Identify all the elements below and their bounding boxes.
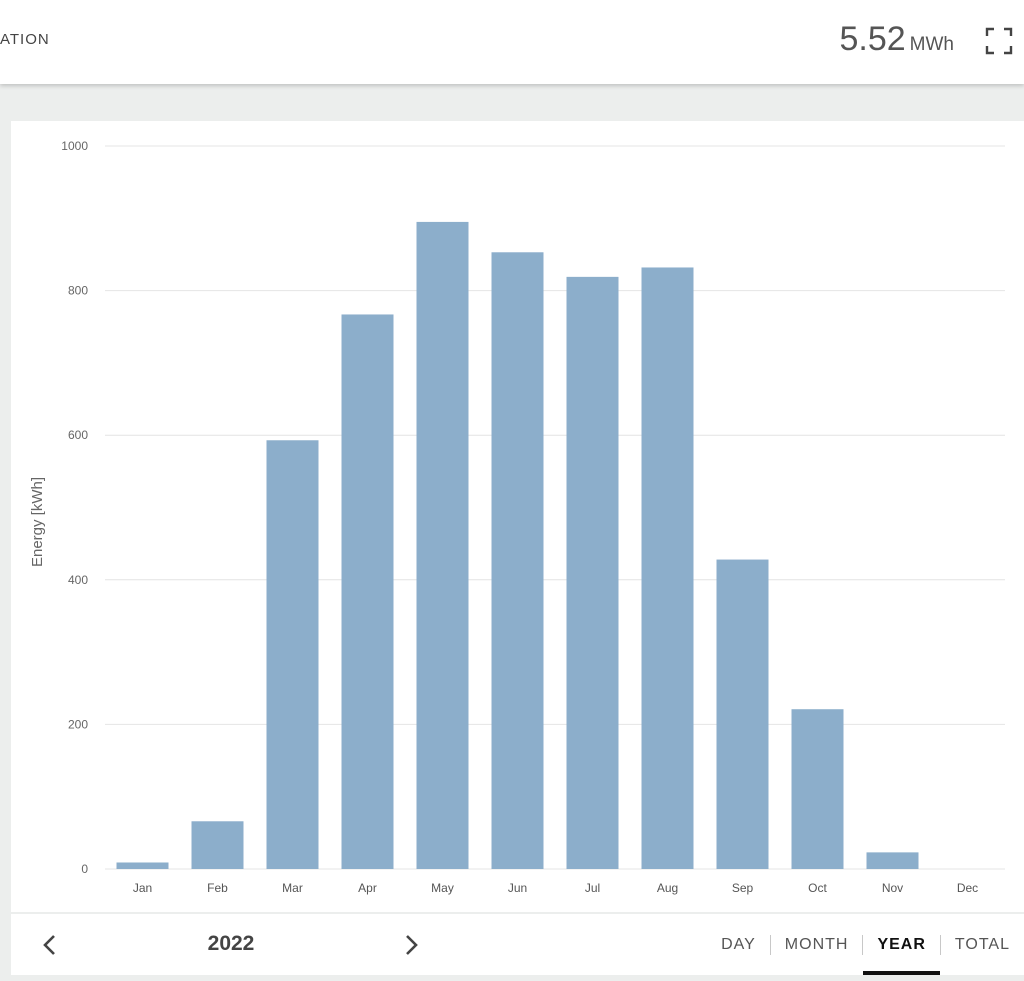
tab-total[interactable]: TOTAL [954, 936, 1010, 953]
period-tabs: DAY MONTH YEAR TOTAL [707, 914, 1024, 975]
y-axis-label: Energy [kWh] [29, 477, 46, 567]
bar-feb[interactable] [191, 821, 244, 869]
x-tick-label: Oct [808, 881, 827, 895]
tab-divider [862, 934, 864, 955]
x-tick-label: Dec [957, 881, 978, 895]
x-tick-label: Jun [508, 881, 527, 895]
bar-sep[interactable] [716, 559, 769, 869]
x-tick-label: Apr [358, 881, 377, 895]
x-tick-label: Mar [282, 881, 303, 895]
year-label: 2022 [207, 932, 255, 955]
tab-divider [939, 934, 941, 955]
x-tick-label: Jul [585, 881, 600, 895]
y-tick-label: 400 [68, 573, 88, 587]
footer: 2022 DAY MONTH YEAR TOTAL [11, 914, 1024, 975]
bar-jan[interactable] [116, 862, 169, 869]
x-tick-label: Nov [882, 881, 903, 895]
fullscreen-icon [985, 27, 1013, 55]
x-tick-label: May [431, 881, 454, 895]
bar-jul[interactable] [566, 276, 619, 869]
y-tick-label: 200 [68, 717, 88, 731]
bar-oct[interactable] [791, 709, 844, 869]
tab-day[interactable]: DAY [721, 936, 756, 953]
chevron-left-icon [43, 935, 55, 955]
chart-card: 0 200 400 600 800 1000 Jan Feb Mar Apr May Jun Jul Au… [11, 121, 1024, 912]
total-energy-unit: MWh [909, 34, 954, 55]
bar-mar[interactable] [266, 440, 319, 869]
x-tick-label: Sep [732, 881, 754, 895]
tab-month[interactable]: MONTH [784, 936, 849, 953]
total-energy: 5.52 MWh [839, 20, 954, 59]
tab-year[interactable]: YEAR [863, 914, 941, 975]
previous-year-button[interactable] [35, 930, 65, 960]
x-tick-label: Feb [207, 881, 228, 895]
bar-aug[interactable] [641, 267, 694, 869]
y-tick-label: 600 [68, 428, 88, 442]
chevron-right-icon [406, 935, 418, 955]
bar-may[interactable] [416, 221, 469, 869]
y-tick-label: 0 [81, 862, 88, 876]
bar-nov[interactable] [866, 852, 919, 869]
fullscreen-button[interactable] [984, 26, 1014, 56]
y-tick-label: 800 [68, 284, 88, 298]
y-tick-label: 1000 [61, 139, 88, 153]
bar-jun[interactable] [491, 252, 544, 869]
tab-divider [769, 934, 771, 955]
total-energy-value: 5.52 [839, 20, 906, 58]
header: ATION 5.52 MWh [0, 0, 1024, 84]
energy-bar-chart: 0 200 400 600 800 1000 Jan Feb Mar Apr May Jun Jul Au… [29, 139, 1005, 895]
x-tick-label: Jan [133, 881, 152, 895]
bar-apr[interactable] [341, 314, 394, 869]
page-title: ATION [0, 31, 50, 48]
next-year-button[interactable] [396, 930, 426, 960]
x-tick-label: Aug [657, 881, 678, 895]
